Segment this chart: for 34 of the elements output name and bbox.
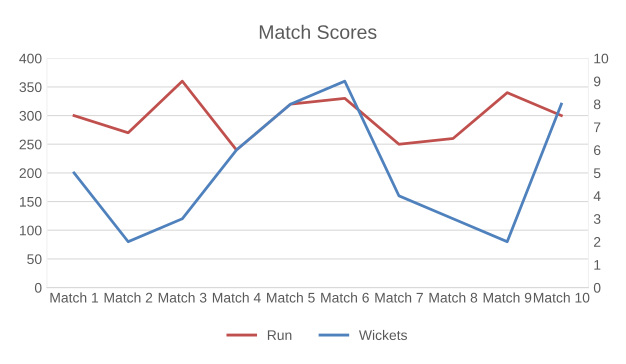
y-tick-label: 100 bbox=[20, 226, 42, 236]
x-tick-label: Match 10 bbox=[534, 292, 590, 303]
y2-tick-label: 5 bbox=[594, 168, 600, 178]
x-tick-label: Match 3 bbox=[158, 292, 206, 303]
y2-tick-label: 3 bbox=[594, 214, 600, 224]
x-tick-label: Match 9 bbox=[484, 292, 532, 303]
y2-tick-label: 6 bbox=[594, 145, 600, 156]
y2-tick-label: 7 bbox=[594, 122, 600, 132]
y-tick-label: 350 bbox=[19, 82, 42, 92]
y-tick-label: 0 bbox=[34, 282, 42, 293]
y-tick-label: 250 bbox=[20, 140, 42, 150]
chart-title: Match Scores bbox=[260, 24, 376, 39]
y-tick-label: 150 bbox=[20, 196, 42, 207]
y-tick-label: 50 bbox=[27, 254, 42, 264]
legend-label: Run bbox=[268, 330, 292, 340]
y2-tick-label: 0 bbox=[594, 282, 600, 293]
y-tick-label: 300 bbox=[19, 110, 42, 121]
x-tick-label: Match 5 bbox=[267, 292, 315, 303]
y-tick-label: 200 bbox=[20, 168, 42, 178]
y2-tick-label: 1 bbox=[594, 260, 600, 270]
legend-label: Wickets bbox=[358, 330, 408, 340]
x-tick-label: Match 6 bbox=[321, 292, 369, 303]
line-series bbox=[72, 80, 563, 244]
x-tick-label: Match 8 bbox=[430, 292, 478, 303]
y2-tick-label: 10 bbox=[594, 54, 608, 64]
y2-tick-label: 4 bbox=[594, 191, 601, 201]
x-tick-label: Match 4 bbox=[212, 292, 261, 303]
x-tick-label: Match 1 bbox=[50, 292, 98, 303]
x-tick-label: Match 2 bbox=[104, 292, 152, 303]
x-tick-label: Match 7 bbox=[375, 292, 423, 303]
y2-tick-label: 9 bbox=[594, 76, 600, 86]
y2-tick-label: 8 bbox=[594, 99, 600, 110]
y-tick-label: 400 bbox=[19, 54, 42, 64]
y2-tick-label: 2 bbox=[594, 237, 600, 247]
